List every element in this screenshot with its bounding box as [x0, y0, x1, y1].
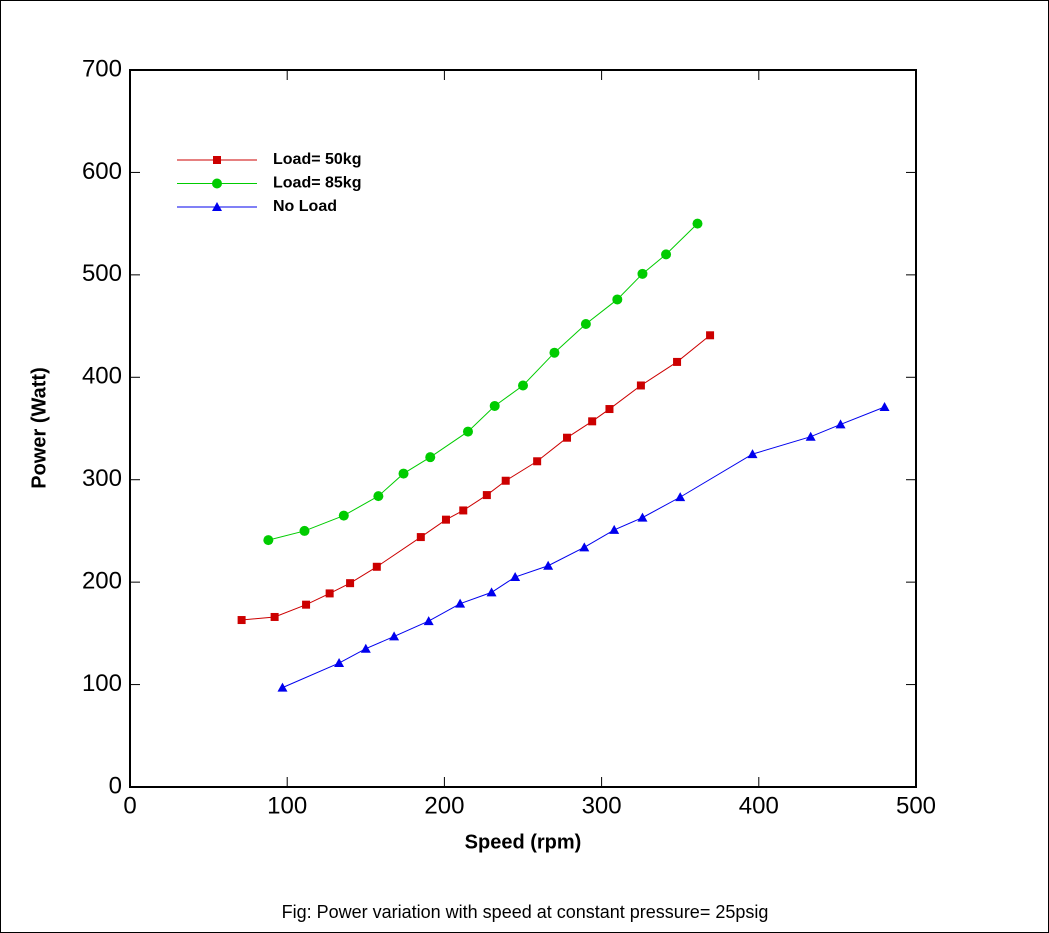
- marker: [277, 682, 288, 692]
- marker: [373, 491, 384, 502]
- marker: [518, 380, 528, 391]
- marker: [213, 156, 221, 164]
- y-tick-label: 300: [82, 465, 122, 492]
- legend-label: No Load: [273, 198, 337, 215]
- marker: [462, 426, 473, 437]
- marker: [441, 515, 450, 524]
- x-tick-label: 300: [582, 792, 622, 819]
- marker: [482, 491, 491, 500]
- x-tick-label: 200: [424, 792, 464, 819]
- x-tick-label: 100: [267, 792, 307, 819]
- marker: [360, 643, 371, 653]
- marker: [459, 506, 468, 515]
- marker: [270, 612, 279, 621]
- y-tick-label: 200: [82, 567, 122, 594]
- y-tick-label: 600: [82, 158, 122, 185]
- marker: [416, 533, 425, 542]
- marker: [425, 452, 436, 463]
- marker: [579, 542, 590, 552]
- marker: [338, 510, 349, 521]
- marker: [543, 560, 554, 570]
- marker: [835, 419, 846, 429]
- marker: [747, 449, 758, 459]
- marker: [299, 525, 310, 536]
- marker: [423, 616, 434, 626]
- marker: [212, 178, 222, 189]
- marker: [706, 331, 715, 340]
- marker: [372, 562, 381, 571]
- x-axis-title: Speed (rpm): [465, 831, 582, 853]
- marker: [692, 218, 703, 229]
- marker: [302, 600, 311, 609]
- y-tick-label: 700: [82, 55, 122, 82]
- marker: [675, 492, 686, 502]
- marker: [389, 631, 400, 641]
- marker: [549, 347, 560, 358]
- y-tick-label: 100: [82, 670, 122, 697]
- plot-frame: [129, 69, 917, 788]
- marker: [212, 202, 222, 211]
- caption: Fig: Power variation with speed at const…: [282, 902, 769, 922]
- marker: [237, 616, 246, 625]
- marker: [580, 319, 591, 330]
- marker: [637, 268, 648, 279]
- marker: [533, 457, 542, 466]
- x-tick-label: 0: [123, 792, 136, 819]
- marker: [805, 431, 816, 441]
- marker: [489, 400, 500, 411]
- y-axis-title: Power (Watt): [28, 367, 50, 488]
- marker: [637, 512, 648, 522]
- marker: [346, 579, 355, 588]
- x-tick-label: 500: [896, 792, 936, 819]
- y-tick-label: 500: [82, 260, 122, 287]
- x-tick-label: 400: [739, 792, 779, 819]
- marker: [636, 381, 645, 390]
- marker: [263, 535, 274, 546]
- y-tick-label: 0: [109, 772, 122, 799]
- marker: [879, 401, 890, 411]
- marker: [398, 468, 409, 479]
- marker: [605, 405, 614, 414]
- marker: [588, 417, 597, 426]
- legend-label: Load= 85kg: [273, 175, 361, 192]
- marker: [455, 598, 466, 608]
- marker: [612, 294, 623, 305]
- legend-label: Load= 50kg: [273, 151, 361, 168]
- marker: [334, 658, 345, 668]
- marker: [325, 589, 334, 598]
- y-tick-label: 400: [82, 363, 122, 390]
- marker: [510, 572, 521, 582]
- marker: [673, 357, 682, 366]
- marker: [501, 476, 510, 485]
- marker: [609, 524, 620, 534]
- marker: [486, 587, 497, 597]
- marker: [661, 249, 672, 260]
- marker: [563, 433, 572, 442]
